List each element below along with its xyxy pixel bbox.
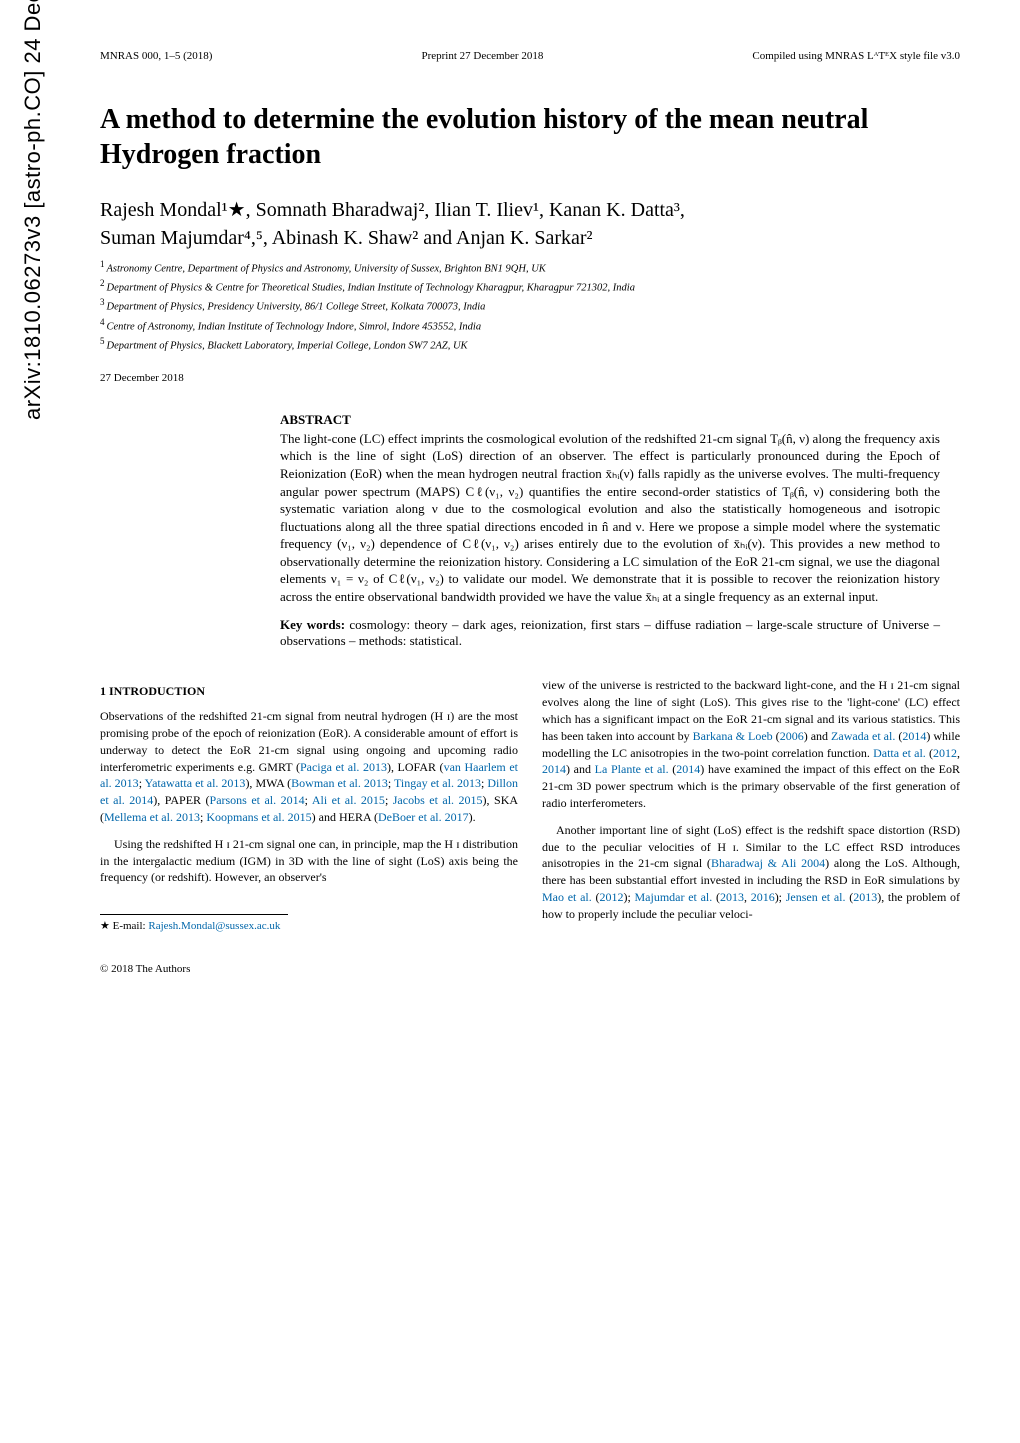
cite-jensen[interactable]: Jensen et al.	[786, 890, 846, 904]
cite-majumdar-y1[interactable]: 2013	[720, 890, 744, 904]
t7: ), PAPER (	[153, 793, 209, 807]
cite-bharadwaj[interactable]: Bharadwaj & Ali 2004	[711, 856, 825, 870]
cite-bowman[interactable]: Bowman et al. 2013	[291, 776, 388, 790]
t8: ;	[305, 793, 312, 807]
cite-parsons[interactable]: Parsons et al. 2014	[210, 793, 305, 807]
cite-laplante[interactable]: La Plante et al.	[595, 762, 669, 776]
cite-datta[interactable]: Datta et al.	[873, 746, 926, 760]
affil-num-2: 2	[100, 278, 105, 288]
r8: ) and	[566, 762, 595, 776]
cite-datta-y2[interactable]: 2014	[542, 762, 566, 776]
authors-line-1: Rajesh Mondal¹★, Somnath Bharadwaj², Ili…	[100, 196, 960, 224]
cite-koopmans[interactable]: Koopmans et al. 2015	[206, 810, 311, 824]
cite-mao-y[interactable]: 2012	[599, 890, 623, 904]
cite-majumdar-y2[interactable]: 2016	[751, 890, 775, 904]
cite-mao[interactable]: Mao et al.	[542, 890, 592, 904]
preprint-date: 27 December 2018	[100, 372, 960, 384]
paper-title: A method to determine the evolution hist…	[100, 102, 960, 172]
affil-num-5: 5	[100, 336, 105, 346]
t12: ) and HERA (	[312, 810, 378, 824]
running-header: MNRAS 000, 1–5 (2018) Preprint 27 Decemb…	[100, 50, 960, 62]
keywords-block: Key words: cosmology: theory – dark ages…	[280, 617, 940, 649]
cite-mellema[interactable]: Mellema et al. 2013	[104, 810, 200, 824]
col2-para-1: view of the universe is restricted to th…	[542, 677, 960, 811]
cite-deboer[interactable]: DeBoer et al. 2017	[378, 810, 469, 824]
cite-jacobs[interactable]: Jacobs et al. 2015	[393, 793, 483, 807]
r6: (	[926, 746, 933, 760]
affil-num-3: 3	[100, 297, 105, 307]
affil-num-1: 1	[100, 259, 105, 269]
column-left: 1 INTRODUCTION Observations of the redsh…	[100, 677, 518, 934]
r7: ,	[957, 746, 960, 760]
header-center: Preprint 27 December 2018	[421, 50, 543, 62]
abstract-heading: ABSTRACT	[280, 412, 940, 428]
author-list: Rajesh Mondal¹★, Somnath Bharadwaj², Ili…	[100, 196, 960, 252]
page-container: MNRAS 000, 1–5 (2018) Preprint 27 Decemb…	[0, 0, 1020, 1025]
affiliation-2: 2Department of Physics & Centre for Theo…	[100, 277, 960, 296]
cite-ali[interactable]: Ali et al. 2015	[312, 793, 385, 807]
abstract-text: The light-cone (LC) effect imprints the …	[280, 430, 940, 605]
cite-yatawatta[interactable]: Yatawatta et al. 2013	[145, 776, 246, 790]
t9: ;	[385, 793, 393, 807]
abstract-block: ABSTRACT The light-cone (LC) effect impr…	[280, 412, 940, 649]
affil-text-3: Department of Physics, Presidency Univer…	[107, 302, 486, 313]
intro-para-2: Using the redshifted H ɪ 21-cm signal on…	[100, 836, 518, 886]
r14: );	[623, 890, 634, 904]
footer-left: © 2018 The Authors	[100, 963, 190, 975]
cite-barkana[interactable]: Barkana & Loeb	[693, 729, 773, 743]
cite-zawada-year[interactable]: 2014	[902, 729, 926, 743]
r2: (	[773, 729, 780, 743]
cite-jensen-y[interactable]: 2013	[853, 890, 877, 904]
affil-text-5: Department of Physics, Blackett Laborato…	[107, 340, 468, 351]
cite-majumdar[interactable]: Majumdar et al.	[635, 890, 713, 904]
t13: ).	[469, 810, 476, 824]
page-footer: © 2018 The Authors	[100, 963, 960, 975]
affil-text-1: Astronomy Centre, Department of Physics …	[107, 264, 546, 275]
cite-laplante-y[interactable]: 2014	[676, 762, 700, 776]
section-1-heading: 1 INTRODUCTION	[100, 683, 518, 700]
keywords-label: Key words:	[280, 617, 345, 632]
affiliation-1: 1Astronomy Centre, Department of Physics…	[100, 258, 960, 277]
email-link[interactable]: Rajesh.Mondal@sussex.ac.uk	[148, 920, 280, 932]
affiliation-4: 4Centre of Astronomy, Indian Institute o…	[100, 316, 960, 335]
body-columns: 1 INTRODUCTION Observations of the redsh…	[100, 677, 960, 934]
affil-text-4: Centre of Astronomy, Indian Institute of…	[107, 321, 482, 332]
t4: ), MWA (	[245, 776, 291, 790]
cite-zawada[interactable]: Zawada et al.	[831, 729, 895, 743]
cite-tingay[interactable]: Tingay et al. 2013	[394, 776, 481, 790]
email-footnote: ★ E-mail: Rajesh.Mondal@sussex.ac.uk	[100, 914, 288, 934]
affiliations-block: 1Astronomy Centre, Department of Physics…	[100, 258, 960, 354]
authors-line-2: Suman Majumdar⁴,⁵, Abinash K. Shaw² and …	[100, 224, 960, 252]
affiliation-3: 3Department of Physics, Presidency Unive…	[100, 296, 960, 315]
r15: (	[712, 890, 720, 904]
affil-text-2: Department of Physics & Centre for Theor…	[107, 283, 635, 294]
r17: );	[775, 890, 786, 904]
t2: ), LOFAR (	[387, 760, 444, 774]
cite-barkana-year[interactable]: 2006	[780, 729, 804, 743]
affil-num-4: 4	[100, 317, 105, 327]
r16: ,	[744, 890, 751, 904]
header-right: Compiled using MNRAS LᴬTᴱX style file v3…	[752, 50, 960, 62]
header-left: MNRAS 000, 1–5 (2018)	[100, 50, 212, 62]
intro-para-1: Observations of the redshifted 21-cm sig…	[100, 708, 518, 826]
affiliation-5: 5Department of Physics, Blackett Laborat…	[100, 335, 960, 354]
column-right: view of the universe is restricted to th…	[542, 677, 960, 934]
cite-paciga[interactable]: Paciga et al. 2013	[300, 760, 387, 774]
r3: ) and	[804, 729, 831, 743]
cite-datta-y1[interactable]: 2012	[933, 746, 957, 760]
email-star: ★ E-mail:	[100, 920, 148, 932]
col2-para-2: Another important line of sight (LoS) ef…	[542, 822, 960, 923]
keywords-text: cosmology: theory – dark ages, reionizat…	[280, 617, 940, 648]
